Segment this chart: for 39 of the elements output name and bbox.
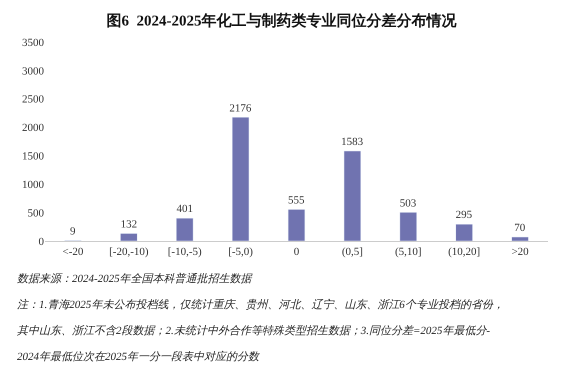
- data-label: 295: [456, 209, 473, 222]
- y-tick-label: 500: [28, 207, 44, 220]
- data-label: 1583: [341, 136, 364, 148]
- x-tick-label: <-20: [62, 246, 84, 258]
- y-tick-label: 0: [38, 236, 44, 248]
- x-tick-label: (0,5]: [342, 246, 363, 258]
- bar: [511, 236, 529, 241]
- y-tick-label: 2500: [22, 94, 44, 106]
- y-tick-label: 1000: [22, 178, 44, 191]
- data-label: 401: [176, 203, 193, 216]
- data-label: 70: [514, 222, 526, 234]
- data-label: 132: [120, 218, 138, 230]
- text: 2024年最低位次在2025年一分一段表中对应的分数: [17, 350, 260, 363]
- data-label: 9: [70, 225, 76, 238]
- x-tick-label: [-10,-5): [168, 246, 202, 258]
- data-label: 555: [288, 194, 305, 206]
- bar: [232, 117, 250, 241]
- text: 其中山东、浙江不含2段数据；2.未统计中外合作等特殊类型招生数据；3.同位分差=2025年最低分-: [17, 324, 490, 337]
- x-tick-label: [-5,0): [228, 246, 254, 258]
- y-tick-label: 2000: [22, 122, 44, 134]
- x-tick-label: [-20,-10): [109, 246, 149, 258]
- text: 注：1.青海2025年未公布投档线，仅统计重庆、贵州、河北、辽宁、山东、浙江6个专业投档的省份，: [17, 298, 504, 311]
- bar: [344, 150, 362, 241]
- x-tick-label: (5,10]: [394, 246, 422, 258]
- bar: [120, 233, 138, 241]
- source-note: 数据来源：2024-2025年全国本科普通批招生数据: [17, 272, 254, 285]
- data-label: 2176: [229, 102, 252, 114]
- bar: [288, 209, 306, 241]
- x-tick-label: >20: [511, 246, 530, 258]
- bar: [176, 218, 194, 241]
- data-label: 503: [400, 197, 417, 210]
- bar: [456, 224, 473, 241]
- y-tick-label: 3500: [22, 36, 44, 49]
- x-tick-label: (10,20]: [448, 246, 480, 258]
- chart-title: 图6 2024-2025年化工与制药类专业同位分差分布情况: [106, 12, 458, 30]
- y-tick-label: 3000: [22, 65, 44, 78]
- y-tick-label: 1500: [22, 150, 44, 163]
- x-tick-label: 0: [294, 246, 300, 258]
- bar: [400, 212, 417, 241]
